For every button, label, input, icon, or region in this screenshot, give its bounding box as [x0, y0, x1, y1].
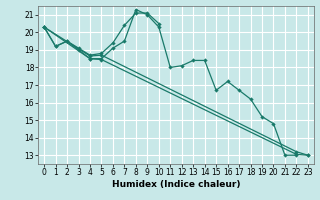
X-axis label: Humidex (Indice chaleur): Humidex (Indice chaleur): [112, 180, 240, 189]
